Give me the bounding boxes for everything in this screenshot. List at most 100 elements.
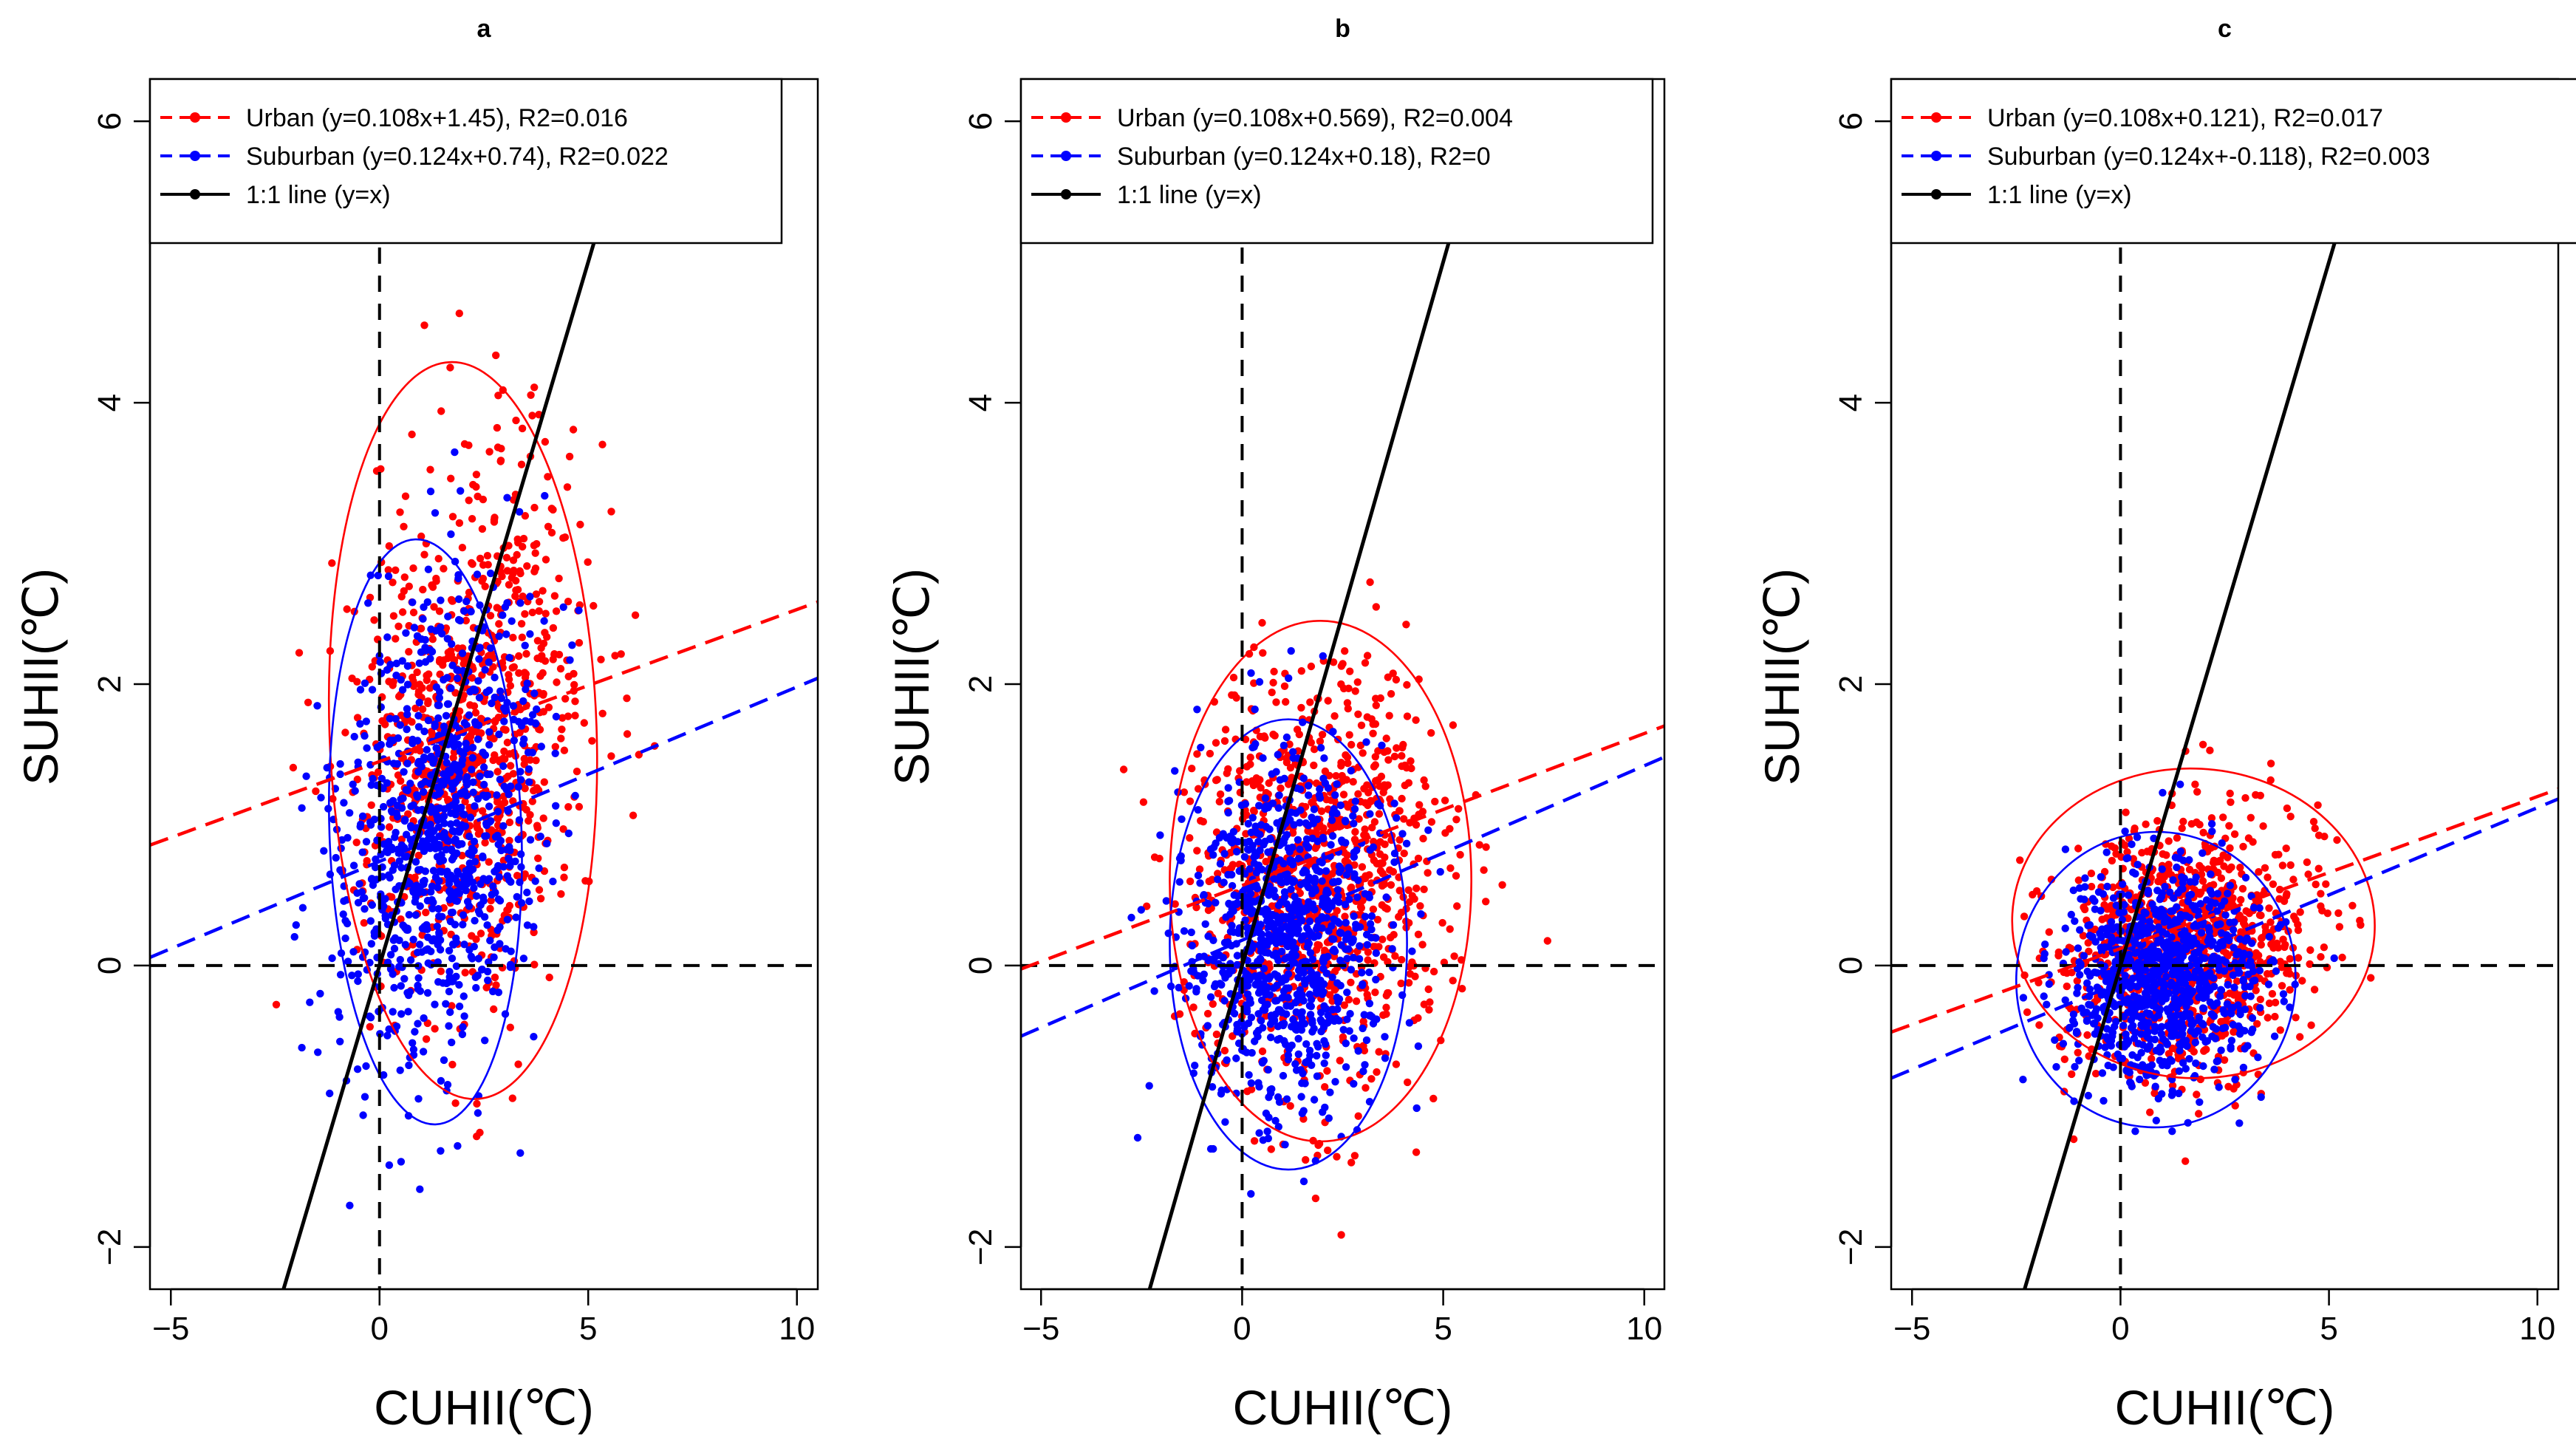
data-point — [435, 694, 443, 702]
data-point — [1262, 905, 1270, 913]
data-point — [485, 802, 493, 810]
data-point — [2296, 908, 2304, 916]
data-point — [551, 742, 559, 751]
data-point — [1411, 972, 1419, 980]
data-point — [1279, 1071, 1288, 1080]
data-point — [494, 895, 502, 904]
data-point — [1180, 788, 1189, 796]
data-point — [1382, 1003, 1390, 1011]
data-point — [455, 768, 464, 776]
data-point — [1275, 791, 1283, 799]
legend-label: Urban (y=0.108x+1.45), R2=0.016 — [246, 104, 628, 132]
data-point — [478, 807, 487, 815]
data-point — [1285, 984, 1293, 992]
data-point — [462, 780, 471, 789]
data-point — [1287, 646, 1295, 655]
data-point — [2098, 1069, 2107, 1077]
data-point — [2074, 1048, 2082, 1057]
data-point — [1403, 712, 1412, 720]
data-point — [503, 915, 512, 923]
data-point — [1302, 1058, 1310, 1067]
data-point — [2080, 905, 2089, 914]
data-point — [514, 717, 523, 726]
data-point — [1294, 973, 1302, 982]
data-point — [2255, 868, 2263, 876]
data-point — [502, 630, 510, 638]
data-point — [522, 685, 530, 694]
data-point — [491, 673, 499, 682]
data-point — [487, 817, 495, 825]
data-point — [427, 888, 435, 896]
data-point — [1350, 819, 1358, 827]
data-point — [452, 934, 460, 943]
data-point — [1308, 890, 1316, 898]
data-point — [1325, 771, 1333, 780]
data-point — [479, 561, 488, 569]
data-point — [504, 772, 512, 781]
data-point — [623, 730, 632, 738]
data-point — [505, 854, 513, 863]
data-point — [1258, 1059, 1267, 1067]
data-point — [2333, 836, 2341, 844]
data-point — [468, 754, 476, 762]
data-point — [366, 1012, 374, 1020]
data-point — [498, 659, 507, 667]
data-point — [541, 437, 550, 446]
data-point — [447, 651, 456, 659]
data-point — [448, 908, 457, 917]
data-point — [2259, 822, 2267, 830]
data-point — [1289, 748, 1297, 756]
data-point — [1244, 819, 1253, 828]
data-point — [450, 742, 459, 751]
data-point — [1272, 698, 1280, 706]
data-point — [403, 662, 412, 670]
data-point — [1347, 740, 1356, 749]
data-point — [1398, 830, 1407, 838]
data-point — [485, 728, 493, 736]
data-point — [499, 762, 508, 771]
data-point — [1274, 1036, 1282, 1044]
data-point — [1328, 832, 1337, 840]
data-point — [458, 544, 467, 552]
data-point — [376, 658, 384, 666]
data-point — [506, 1023, 514, 1031]
data-point — [454, 595, 463, 604]
data-point — [552, 802, 560, 810]
data-point — [1294, 897, 1302, 906]
data-point — [435, 912, 443, 921]
legend-point-swatch — [1061, 189, 1071, 199]
data-point — [1273, 981, 1281, 990]
data-point — [488, 699, 496, 708]
data-point — [1354, 710, 1362, 718]
data-point — [414, 974, 423, 983]
data-point — [1247, 1189, 1255, 1198]
data-point — [1195, 865, 1204, 873]
data-point — [560, 746, 569, 754]
data-point — [1375, 1048, 1383, 1056]
data-point — [523, 921, 532, 929]
data-point — [2257, 940, 2265, 949]
data-point — [1270, 875, 1278, 883]
data-point — [339, 910, 347, 918]
data-point — [500, 799, 509, 807]
y-axis-title: SUHII(℃) — [13, 568, 68, 785]
legend-point-swatch — [190, 189, 200, 199]
data-point — [1307, 968, 1316, 976]
data-point — [1324, 1146, 1332, 1155]
data-point — [419, 585, 427, 594]
data-point — [2193, 788, 2201, 796]
data-point — [456, 747, 465, 756]
data-point — [1250, 679, 1258, 687]
data-point — [383, 1031, 392, 1039]
data-point — [1264, 1065, 1272, 1074]
data-point — [292, 921, 300, 929]
data-point — [1133, 1133, 1142, 1142]
data-point — [1453, 902, 1461, 910]
data-point — [406, 956, 415, 964]
data-point — [1171, 900, 1179, 908]
data-point — [1247, 1085, 1256, 1093]
data-point — [1350, 912, 1358, 921]
data-point — [316, 989, 324, 998]
data-point — [1359, 1024, 1367, 1033]
data-point — [468, 515, 476, 523]
